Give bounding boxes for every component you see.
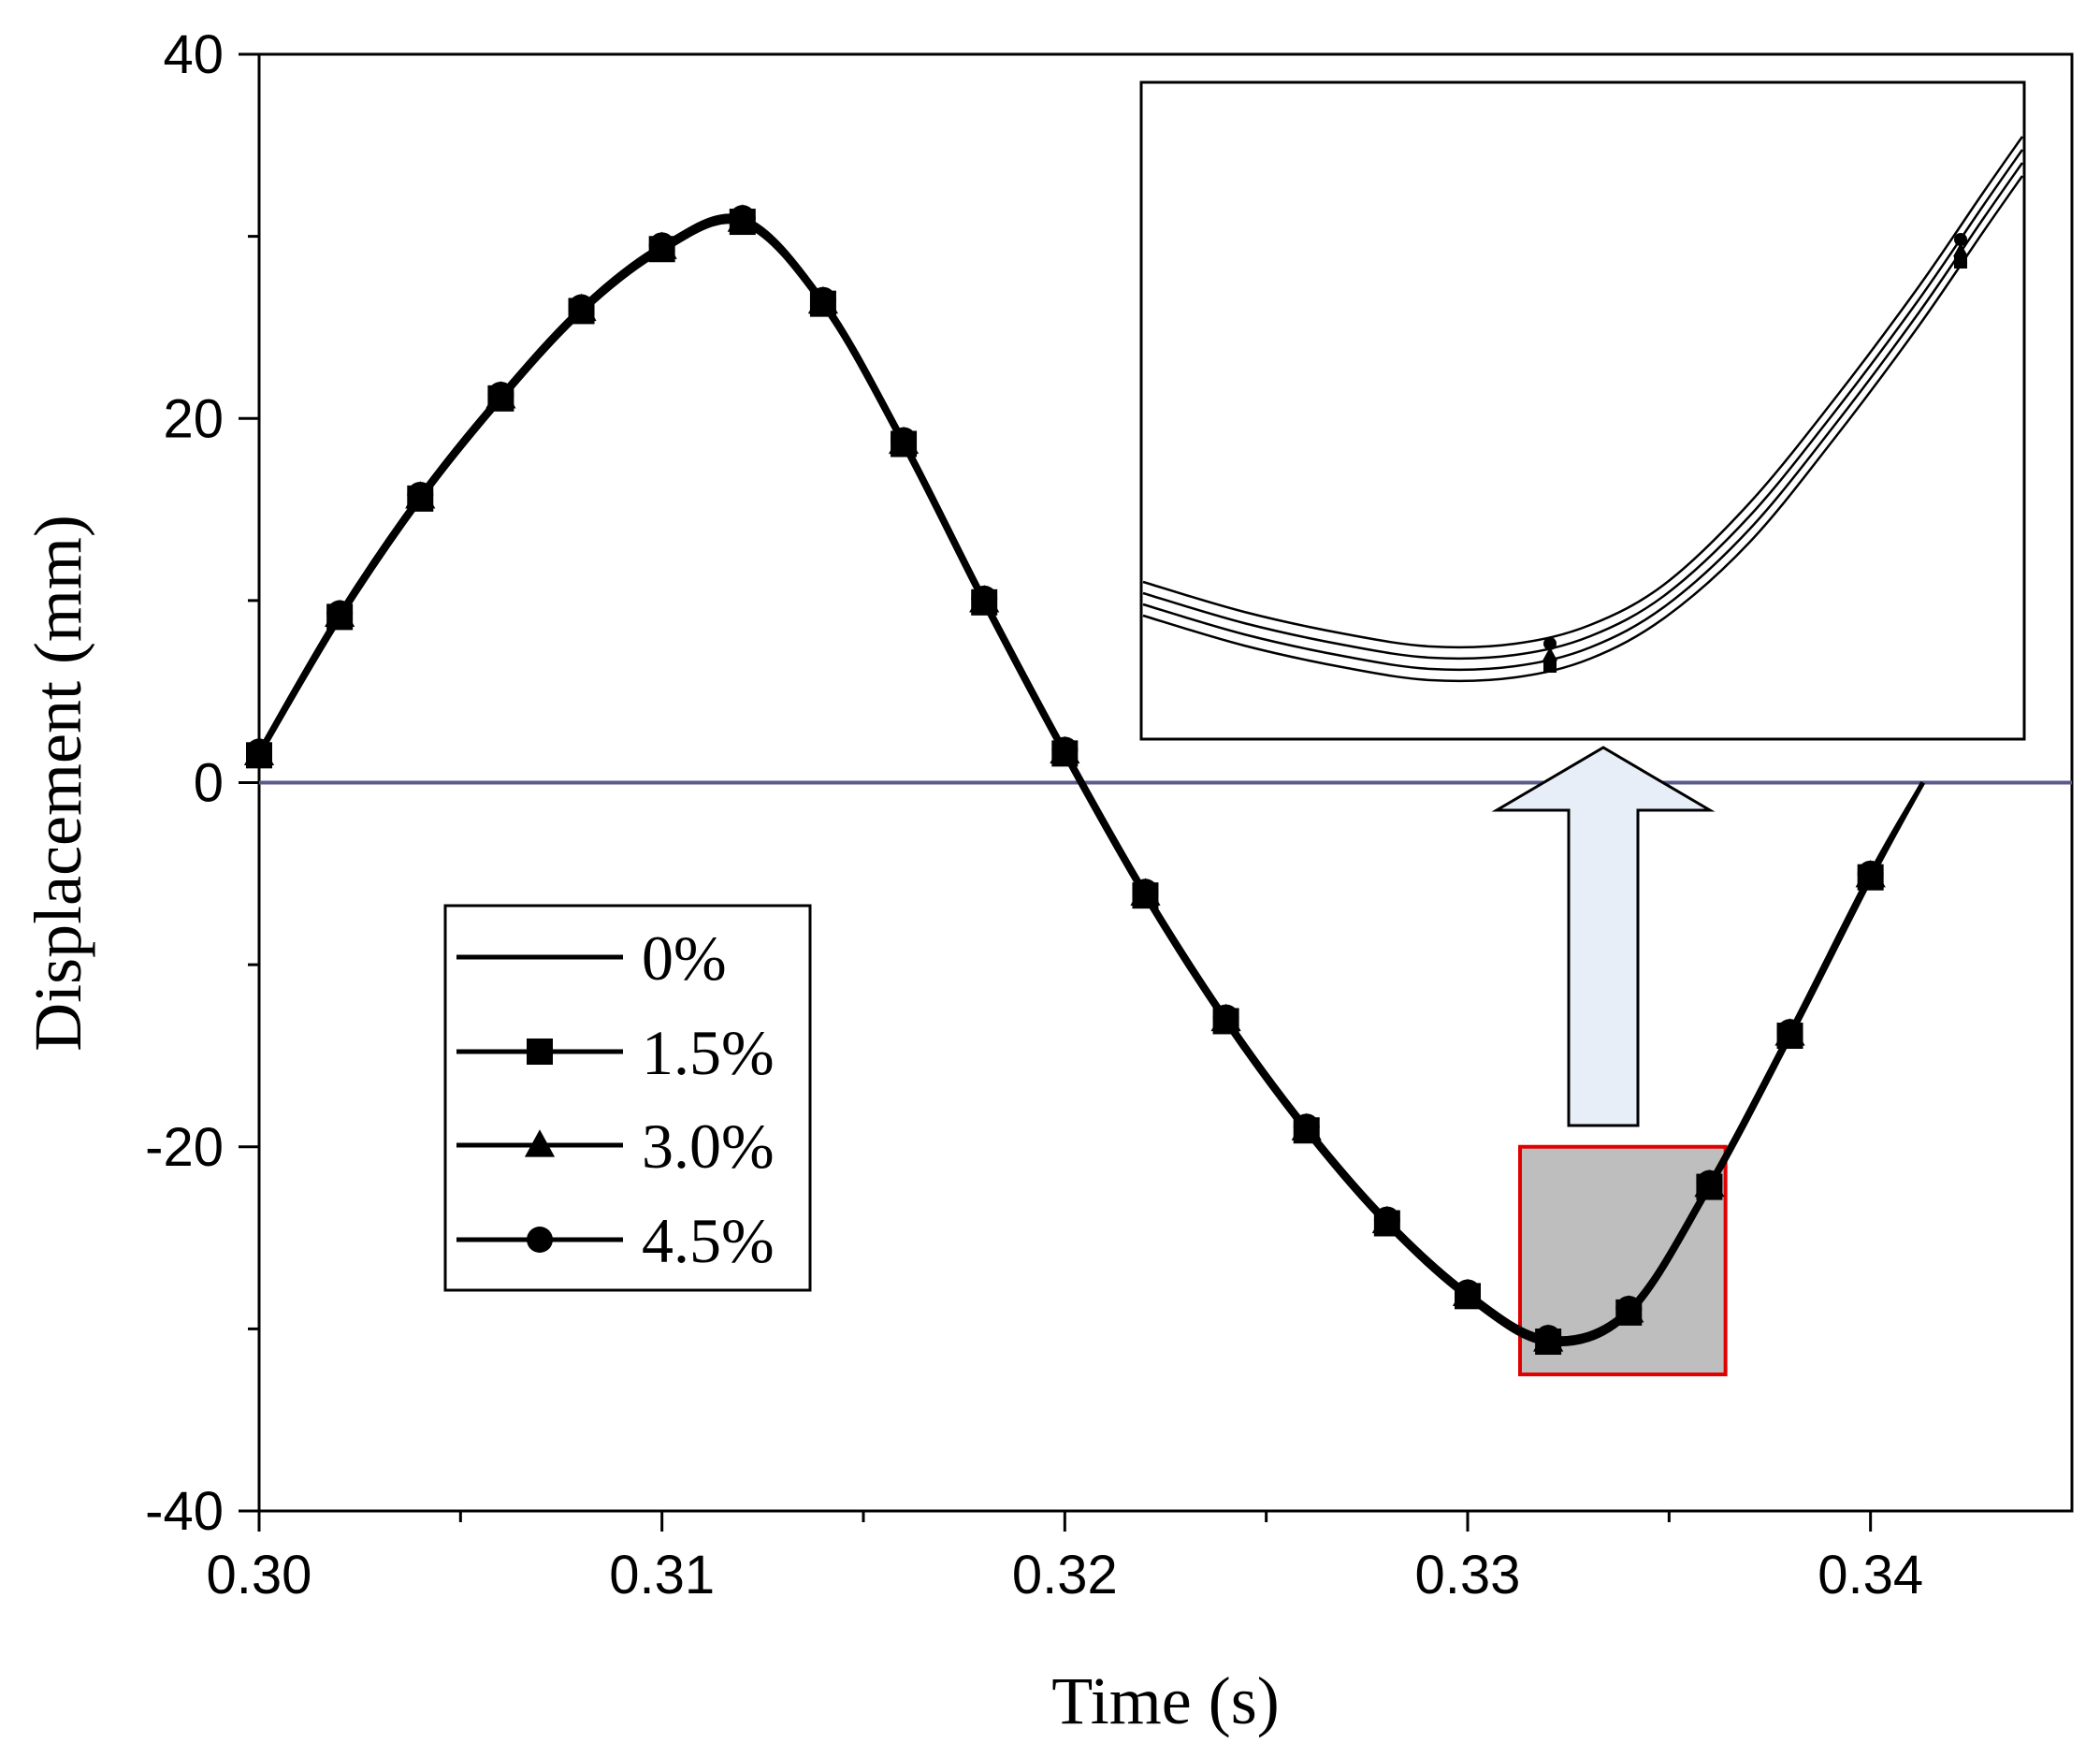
inset-data-point: [1543, 660, 1557, 673]
data-point: [1696, 1169, 1723, 1197]
legend-items: 0% 1.5% 3.0% 4.5%: [456, 922, 775, 1276]
x-axis-ticks: 0.30 0.31 0.32 0.33 0.34: [207, 1511, 1923, 1605]
data-point: [648, 232, 675, 259]
data-point: [1455, 1279, 1481, 1306]
y-axis-title: Displacement (mm): [21, 515, 95, 1052]
data-point: [1132, 879, 1159, 906]
data-point: [809, 286, 836, 313]
series-line: [256, 213, 1925, 1342]
legend-label: 1.5%: [642, 1017, 775, 1088]
y-tick-label: 0: [194, 753, 224, 814]
data-point: [729, 205, 756, 232]
x-tick-label: 0.33: [1415, 1545, 1521, 1605]
inset-data-point: [1543, 637, 1557, 650]
data-point: [891, 427, 918, 454]
series-4.5%: [246, 205, 1925, 1352]
data-point: [1776, 1019, 1803, 1046]
y-tick-label: 20: [163, 388, 224, 449]
y-axis-ticks: 40 20 0 -20 -40: [145, 24, 259, 1542]
zoom-arrow: [1491, 746, 1716, 1127]
data-point: [487, 381, 514, 408]
y-tick-label: 40: [163, 24, 224, 85]
x-tick-label: 0.31: [609, 1545, 715, 1605]
data-point: [407, 481, 434, 508]
y-tick-label: -40: [145, 1481, 224, 1542]
inset-data-point: [1954, 255, 1967, 269]
inset-curve: [1142, 136, 2024, 649]
inset-curve: [1142, 162, 2024, 672]
data-point: [971, 585, 998, 612]
x-axis-title: Time (s): [1051, 1663, 1279, 1738]
legend-marker: [527, 1227, 553, 1253]
inset-data-point: [1952, 242, 1969, 257]
y-tick-label: -20: [145, 1117, 224, 1178]
data-point: [1535, 1325, 1562, 1352]
inset-curve: [1142, 175, 2024, 683]
inset-frame: [1139, 80, 2026, 741]
series-group: [243, 204, 1925, 1355]
legend-marker: [527, 1039, 553, 1065]
inset-curve: [1142, 149, 2024, 661]
data-point: [1212, 1004, 1239, 1031]
data-point: [568, 294, 595, 321]
legend-box: [443, 904, 812, 1292]
x-tick-label: 0.32: [1012, 1545, 1118, 1605]
legend-marker: [524, 1129, 556, 1157]
data-point: [326, 600, 354, 627]
data-point: [1857, 860, 1884, 887]
data-point: [246, 738, 272, 765]
inset-data-point: [1542, 646, 1558, 661]
zoom-inset: [1139, 80, 2026, 741]
data-point: [1373, 1206, 1400, 1233]
inset-data-point: [1954, 233, 1967, 246]
inset-curves: [1142, 136, 2024, 683]
x-tick-label: 0.34: [1818, 1545, 1923, 1605]
data-point: [1615, 1295, 1643, 1322]
x-tick-label: 0.30: [207, 1545, 312, 1605]
data-point: [1293, 1113, 1320, 1140]
legend-label: 3.0%: [642, 1111, 775, 1182]
legend-label: 0%: [642, 922, 727, 994]
data-point: [1051, 736, 1079, 763]
legend: 0% 1.5% 3.0% 4.5%: [443, 904, 812, 1292]
legend-label: 4.5%: [642, 1205, 775, 1276]
